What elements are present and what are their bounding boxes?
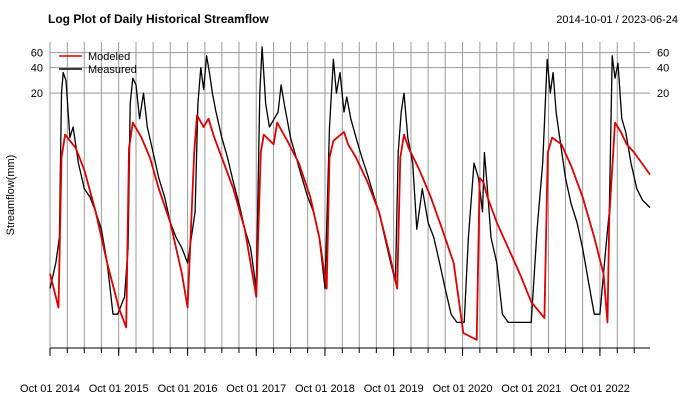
x-tick-label: Oct 01 2015 bbox=[89, 383, 149, 395]
chart-title: Log Plot of Daily Historical Streamflow bbox=[48, 12, 269, 26]
x-tick-label: Oct 01 2020 bbox=[433, 383, 493, 395]
x-tick-label: Oct 01 2022 bbox=[570, 383, 630, 395]
grid-layer bbox=[49, 42, 650, 348]
axis-layer: 20 20 40 40 60 60 Oct 01 2014 Oct 01 2015 Oct 01… bbox=[20, 48, 669, 395]
series-line-measured bbox=[49, 46, 651, 324]
x-tick-label: Oct 01 2016 bbox=[158, 383, 218, 395]
y-tick-label-right: 20 bbox=[657, 88, 669, 100]
series-line-modeled bbox=[49, 114, 651, 341]
x-tick-label: Oct 01 2018 bbox=[295, 383, 355, 395]
x-tick-label: Oct 01 2021 bbox=[501, 383, 561, 395]
y-tick-label-right: 40 bbox=[657, 63, 669, 75]
y-tick-label-left: 20 bbox=[31, 88, 43, 100]
chart-date-range: 2014-10-01 / 2023-06-24 bbox=[556, 14, 678, 26]
y-tick-label-left: 60 bbox=[31, 48, 43, 60]
legend-label-measured: Measured bbox=[88, 64, 137, 76]
y-axis-label: Streamflow(mm) bbox=[5, 155, 17, 236]
series-layer bbox=[49, 46, 651, 341]
x-tick-label: Oct 01 2019 bbox=[364, 383, 424, 395]
x-tick-label: Oct 01 2017 bbox=[226, 383, 286, 395]
x-tick-label: Oct 01 2014 bbox=[20, 383, 80, 395]
y-tick-label-right: 60 bbox=[657, 48, 669, 60]
y-tick-label-left: 40 bbox=[31, 63, 43, 75]
legend-label-modeled: Modeled bbox=[88, 51, 130, 63]
